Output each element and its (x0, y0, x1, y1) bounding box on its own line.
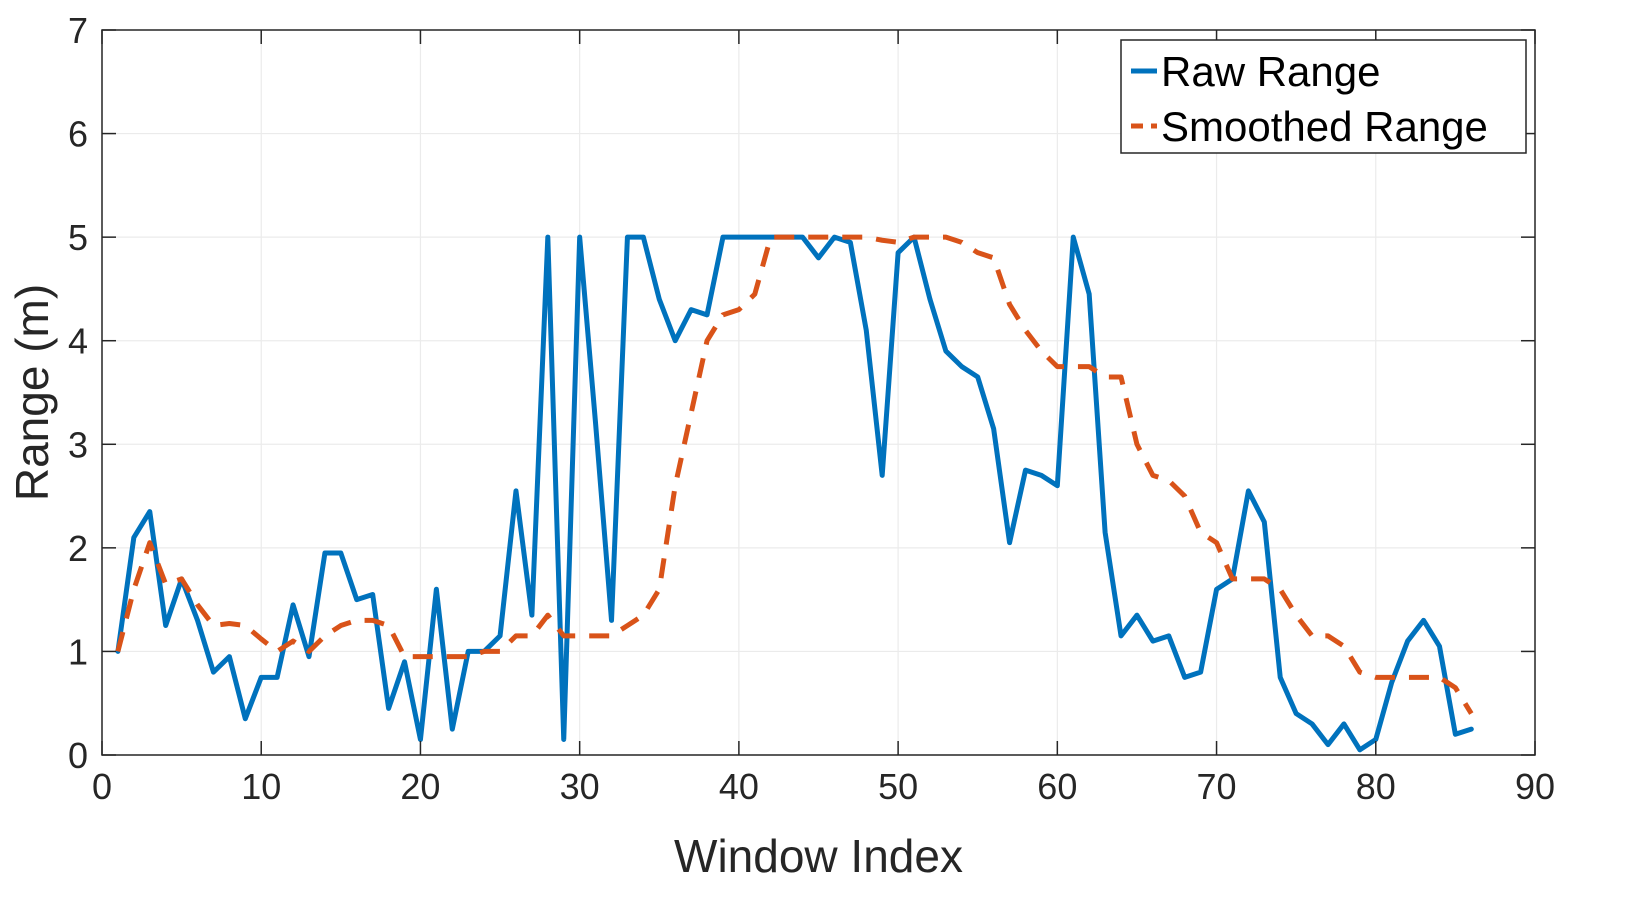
plot-frame (101, 29, 1536, 756)
x-tick-label: 40 (719, 766, 759, 807)
y-tick-label: 5 (68, 217, 88, 258)
legend-box (1120, 39, 1527, 154)
y-axis-label: Range (m) (6, 284, 58, 501)
x-tick-label: 80 (1356, 766, 1396, 807)
y-tick-label: 1 (68, 631, 88, 672)
x-tick-label: 10 (241, 766, 281, 807)
y-tick-label: 4 (68, 321, 88, 362)
y-tick-label: 0 (68, 735, 88, 776)
y-tick-label: 2 (68, 528, 88, 569)
y-tick-label: 3 (68, 424, 88, 465)
y-tick-label: 6 (68, 114, 88, 155)
x-tick-label: 60 (1037, 766, 1077, 807)
x-axis-label: Window Index (674, 830, 963, 882)
axis-ticks: 0 10 20 30 40 50 60 70 80 90 0 1 2 3 4 5 6 7 (68, 10, 1555, 807)
x-tick-label: 30 (560, 766, 600, 807)
x-tick-label: 70 (1197, 766, 1237, 807)
x-tick-label: 20 (400, 766, 440, 807)
legend-label-smoothed-range: Smoothed Range (1161, 103, 1488, 150)
series-line-smoothed-range (115, 234, 1474, 715)
x-tick-label: 50 (878, 766, 918, 807)
series-lines (115, 234, 1474, 753)
x-tick-label: 0 (92, 766, 112, 807)
x-tick-label: 90 (1515, 766, 1555, 807)
legend-label-raw-range: Raw Range (1161, 48, 1380, 95)
series-line-raw-range (115, 234, 1474, 753)
legend: Raw Range Smoothed Range (1120, 39, 1527, 154)
y-tick-label: 7 (68, 10, 88, 51)
